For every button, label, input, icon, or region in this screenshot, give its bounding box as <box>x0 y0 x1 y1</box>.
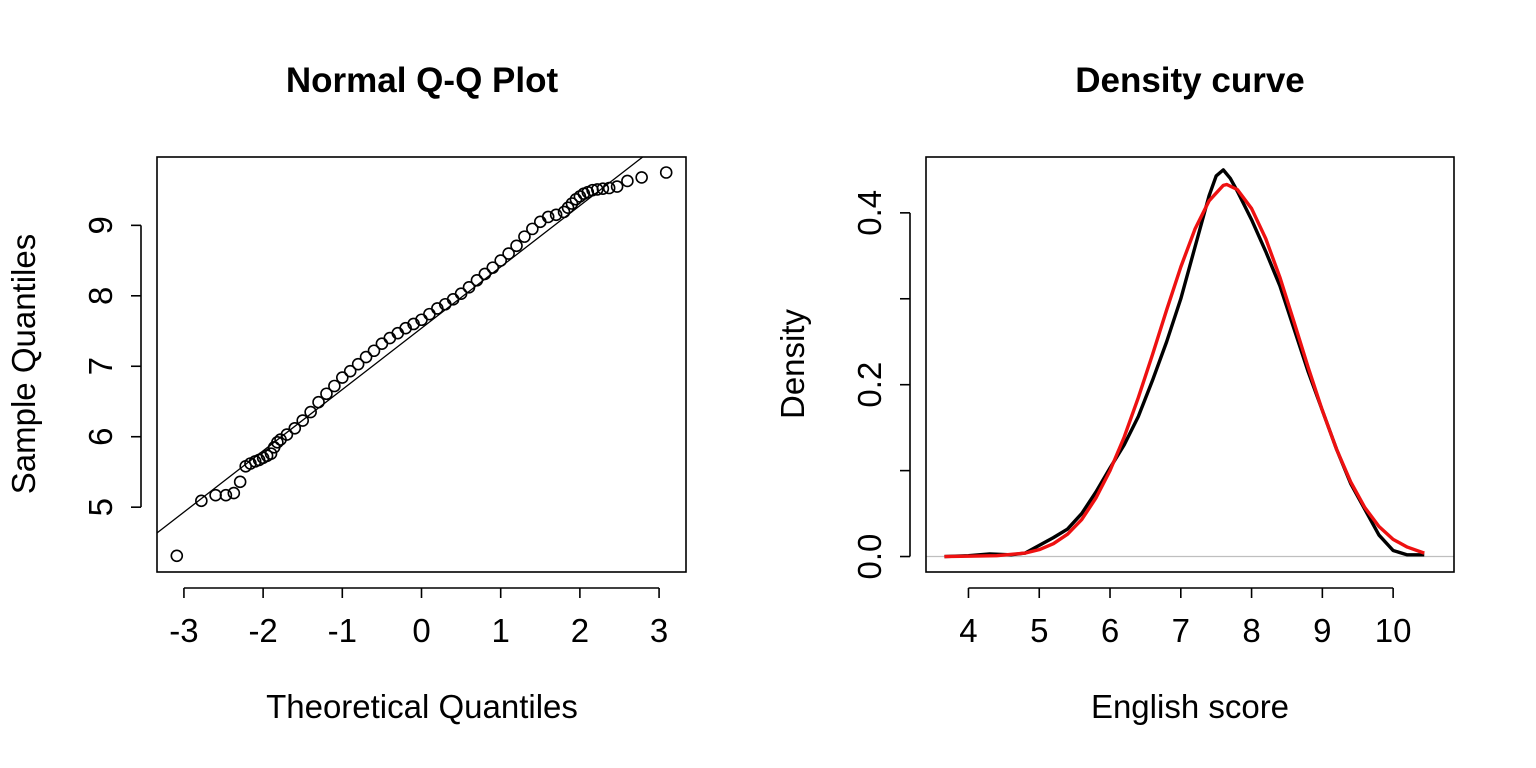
qq-plot-area <box>157 157 673 563</box>
qq-plot-content <box>157 157 673 563</box>
qq-point <box>621 174 634 188</box>
qq-x-axis-label: Theoretical Quantiles <box>266 688 578 725</box>
density-plot-content <box>926 168 1454 559</box>
density-plot-area <box>926 168 1454 559</box>
qq-point <box>635 171 648 184</box>
qq-point <box>591 183 604 196</box>
qq-point <box>264 447 278 460</box>
qq-point <box>510 239 523 253</box>
qq-point <box>296 414 310 427</box>
density-y-axis-label: Density <box>774 308 811 419</box>
density-x-tick-label: 6 <box>1101 612 1119 649</box>
qq-point <box>271 436 284 449</box>
density-y-tick-label: 0.4 <box>851 190 888 236</box>
qq-point <box>288 421 302 435</box>
density-plot-panel: Density curve English score Density 4 5 6 7… <box>774 61 1455 725</box>
density-curve-black <box>944 168 1425 559</box>
qq-point <box>328 379 341 393</box>
qq-point <box>280 428 294 441</box>
qq-point <box>526 222 539 236</box>
qq-x-tick-label: 0 <box>412 612 430 649</box>
qq-point <box>209 488 222 502</box>
qq-axis-ticks: -3 -2 -1 0 1 2 3 5 6 7 8 9 <box>82 216 668 649</box>
qq-point <box>227 486 241 500</box>
qq-point <box>423 307 436 321</box>
qq-reference-line <box>157 157 644 534</box>
density-x-tick-label: 10 <box>1375 612 1412 649</box>
qq-point <box>470 274 484 287</box>
qq-point <box>596 182 610 196</box>
density-y-tick-label: 0.2 <box>851 362 888 408</box>
qq-point <box>454 287 468 300</box>
qq-point <box>320 387 333 401</box>
qq-y-tick-label: 7 <box>82 357 119 375</box>
qq-point <box>557 205 571 219</box>
qq-x-tick-label: 1 <box>492 612 510 649</box>
density-curve-red <box>944 182 1425 559</box>
qq-y-tick-label: 8 <box>82 287 119 305</box>
density-x-tick-label: 5 <box>1030 612 1048 649</box>
qq-point <box>383 331 397 345</box>
qq-point <box>195 494 208 508</box>
qq-x-tick-label: -3 <box>169 612 198 649</box>
density-plot-title: Density curve <box>1075 61 1305 100</box>
qq-point <box>602 181 616 195</box>
qq-point <box>336 371 349 384</box>
qq-y-tick-label: 9 <box>82 216 119 234</box>
qq-x-tick-label: 2 <box>571 612 589 649</box>
density-x-tick-label: 8 <box>1242 612 1260 649</box>
qq-point <box>502 247 515 260</box>
qq-plot-frame <box>156 156 687 573</box>
qq-y-tick-label: 5 <box>82 498 119 516</box>
qq-point <box>233 475 247 489</box>
qq-point <box>462 281 476 294</box>
qq-point <box>375 337 389 351</box>
qq-point <box>359 350 373 364</box>
qq-point <box>304 405 317 419</box>
density-axis-ticks: 4 5 6 7 8 9 10 0.0 0.2 0.4 <box>851 190 1411 649</box>
density-x-axis-label: English score <box>1091 688 1289 725</box>
qq-x-tick-label: -2 <box>248 612 277 649</box>
qq-point <box>659 166 673 179</box>
qq-point <box>478 267 492 281</box>
density-plot-frame <box>925 156 1455 573</box>
qq-point <box>351 357 365 371</box>
density-y-tick-label: 0.0 <box>851 534 888 580</box>
qq-plot-title: Normal Q-Q Plot <box>286 61 559 100</box>
qq-y-tick-label: 6 <box>82 428 119 446</box>
qq-point <box>533 215 547 229</box>
qq-point <box>219 488 233 502</box>
density-x-tick-label: 7 <box>1172 612 1190 649</box>
qq-point <box>170 549 184 563</box>
qq-y-axis-label: Sample Quantiles <box>5 234 42 494</box>
qq-point <box>486 261 500 274</box>
qq-point <box>312 395 325 409</box>
qq-point <box>610 180 624 193</box>
qq-point <box>494 254 507 267</box>
density-x-tick-label: 4 <box>959 612 977 649</box>
density-x-tick-label: 9 <box>1313 612 1331 649</box>
qq-point <box>518 230 531 243</box>
qq-point <box>565 197 579 210</box>
qq-plot-panel: Normal Q-Q Plot Theoretical Quantiles Sa… <box>5 61 687 725</box>
qq-point <box>391 326 405 340</box>
qq-point <box>549 208 563 222</box>
qq-point <box>343 364 357 378</box>
qq-point <box>541 210 555 224</box>
qq-x-tick-label: -1 <box>328 612 357 649</box>
qq-point <box>561 201 575 215</box>
qq-x-tick-label: 3 <box>650 612 668 649</box>
qq-point <box>367 344 381 358</box>
